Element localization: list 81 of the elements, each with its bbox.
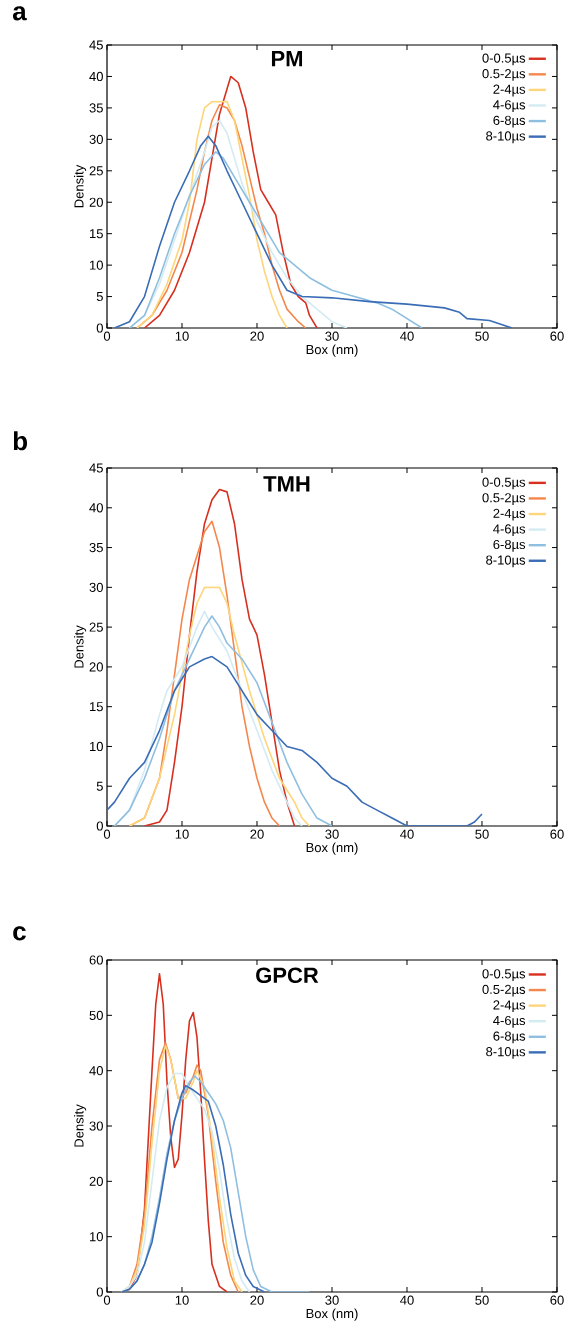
y-tick-label: 45 — [89, 40, 103, 50]
x-tick-label: 50 — [475, 1295, 489, 1305]
line-series — [128, 586, 311, 827]
x-tick-label: 10 — [175, 331, 189, 341]
legend-label: 0-0.5µs — [482, 53, 526, 66]
x-axis-title: Box (nm) — [306, 842, 358, 855]
x-tick-label: 40 — [400, 1295, 414, 1305]
legend-label: 0-0.5µs — [482, 477, 526, 490]
y-tick-label: 20 — [89, 1176, 103, 1186]
legend-label: 2-4µs — [493, 84, 526, 97]
y-tick-label: 0 — [96, 1287, 103, 1297]
x-tick-label: 10 — [175, 829, 189, 839]
legend-label: 4-6µs — [493, 100, 526, 112]
legend-label: 0.5-2µs — [482, 984, 526, 997]
legend-label: 4-6µs — [493, 524, 526, 537]
x-tick-label: 30 — [325, 331, 339, 341]
line-series — [113, 615, 333, 827]
legend-label: 8-10µs — [486, 131, 526, 144]
legend-label: 8-10µs — [486, 555, 526, 568]
y-tick-label: 30 — [89, 134, 103, 144]
legend-label: 6-8µs — [493, 115, 526, 128]
x-tick-label: 30 — [325, 829, 339, 839]
x-tick-label: 60 — [550, 829, 564, 839]
y-tick-label: 25 — [89, 166, 103, 176]
y-tick-label: 10 — [89, 741, 103, 752]
chart-title: TMH — [263, 476, 310, 492]
y-tick-label: 0 — [96, 323, 103, 333]
y-tick-label: 35 — [89, 542, 103, 553]
legend-label: 6-8µs — [493, 1031, 526, 1044]
x-tick-label: 20 — [250, 1295, 264, 1305]
y-tick-label: 15 — [89, 229, 103, 239]
y-tick-label: 40 — [89, 503, 103, 513]
y-tick-label: 10 — [89, 1232, 103, 1242]
x-tick-label: 40 — [400, 331, 414, 341]
legend-label: 6-8µs — [493, 539, 526, 552]
x-tick-label: 50 — [475, 331, 489, 341]
x-tick-label: 50 — [475, 829, 489, 839]
y-tick-label: 35 — [89, 103, 103, 113]
y-tick-label: 50 — [89, 1010, 103, 1020]
x-tick-label: 60 — [550, 331, 564, 341]
y-tick-label: 25 — [89, 622, 103, 632]
y-axis-title: Density — [74, 1104, 87, 1147]
x-tick-label: 20 — [250, 829, 264, 839]
y-tick-label: 15 — [89, 702, 103, 712]
chart-title: PM — [271, 51, 303, 67]
x-axis-title: Box (nm) — [306, 344, 358, 357]
y-axis-title: Density — [74, 164, 87, 208]
legend-label: 4-6µs — [493, 1015, 526, 1028]
y-tick-label: 30 — [89, 582, 103, 592]
x-tick-label: 0 — [103, 829, 111, 839]
x-tick-label: 60 — [550, 1295, 564, 1305]
x-tick-label: 40 — [400, 829, 414, 839]
y-tick-label: 40 — [89, 1066, 103, 1076]
y-tick-label: 45 — [89, 463, 103, 473]
legend-label: 0.5-2µs — [482, 493, 526, 505]
y-tick-label: 60 — [89, 955, 103, 965]
x-axis-title: Box (nm) — [306, 1308, 358, 1321]
y-axis-title: Density — [74, 625, 87, 668]
x-tick-label: 30 — [325, 1295, 339, 1305]
x-tick-label: 20 — [250, 331, 264, 341]
legend-label: 8-10µs — [486, 1047, 526, 1059]
text: c — [13, 926, 26, 941]
y-tick-label: 20 — [89, 662, 103, 672]
y-tick-label: 40 — [89, 71, 103, 82]
y-tick-label: 20 — [89, 197, 103, 207]
y-tick-label: 10 — [89, 260, 103, 270]
y-tick-label: 30 — [89, 1121, 103, 1131]
legend-label: 2-4µs — [493, 508, 526, 521]
x-tick-label: 0 — [103, 1295, 111, 1305]
line-series — [143, 75, 318, 329]
legend-label: 2-4µs — [493, 1000, 526, 1013]
y-tick-label: 5 — [96, 781, 103, 791]
x-tick-label: 0 — [103, 331, 111, 341]
chart-title: GPCR — [256, 967, 319, 984]
legend-label: 0.5-2µs — [482, 69, 526, 81]
y-tick-label: 0 — [96, 821, 103, 831]
text: b — [13, 431, 28, 451]
legend-label: 0-0.5µs — [482, 969, 526, 981]
x-tick-label: 10 — [175, 1295, 189, 1305]
text: a — [12, 6, 27, 21]
y-tick-label: 5 — [96, 292, 103, 302]
